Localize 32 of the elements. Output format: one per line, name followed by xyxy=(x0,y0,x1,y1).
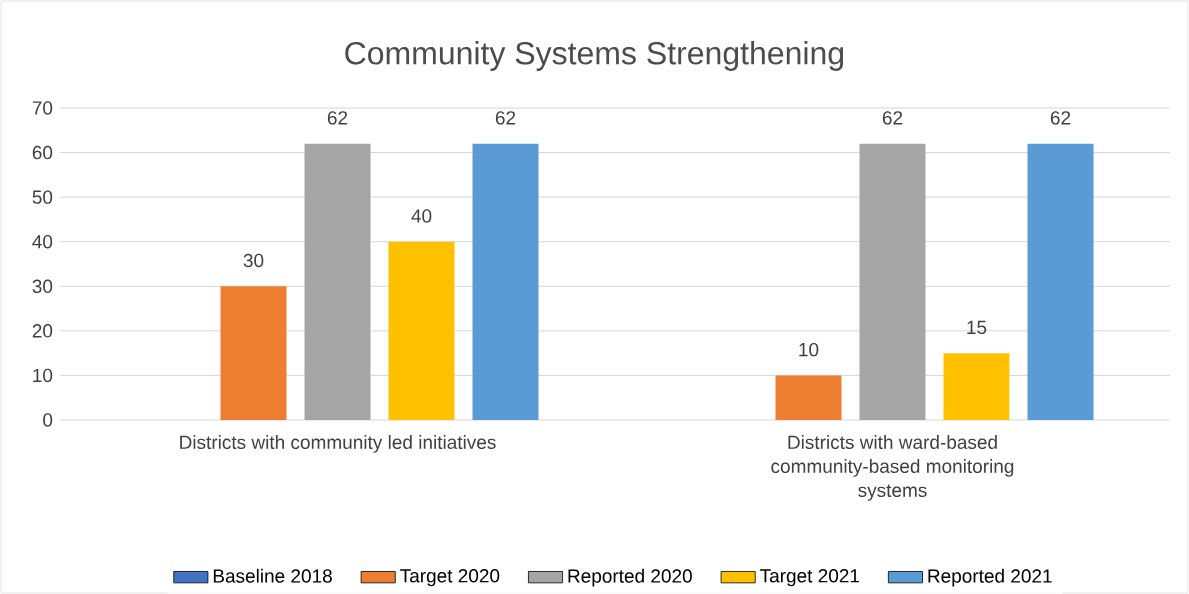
y-tick-label: 0 xyxy=(43,413,53,427)
bar xyxy=(220,286,287,420)
y-tick-label: 70 xyxy=(32,101,53,115)
legend-label: Reported 2020 xyxy=(568,568,692,587)
data-label: 62 xyxy=(495,111,516,125)
bar xyxy=(859,143,926,420)
legend-label: Reported 2021 xyxy=(928,568,1052,587)
bar xyxy=(1027,143,1094,420)
y-tick-label: 60 xyxy=(32,145,53,160)
data-label: 62 xyxy=(882,111,903,125)
y-tick-label: 40 xyxy=(32,234,53,249)
chart-title: Community Systems Strengthening xyxy=(345,41,844,71)
data-label: 15 xyxy=(967,320,987,335)
data-label: 10 xyxy=(799,342,819,357)
x-tick-label: Districts with community led initiatives xyxy=(180,435,496,453)
bar xyxy=(943,353,1010,420)
data-label: 62 xyxy=(1050,111,1071,125)
y-tick-label: 50 xyxy=(32,190,53,204)
data-label: 30 xyxy=(243,253,264,268)
legend-label: Target 2021 xyxy=(760,569,860,587)
bar xyxy=(775,375,842,420)
x-tick-label: Districts with ward-based community-based monitoring systems xyxy=(771,435,1014,501)
bar xyxy=(472,143,539,420)
y-tick-label: 30 xyxy=(32,279,53,294)
bar xyxy=(388,241,455,420)
legend-label: Baseline 2018 xyxy=(213,568,332,583)
data-label: 62 xyxy=(327,111,348,125)
y-tick-label: 20 xyxy=(32,324,53,338)
y-tick-label: 10 xyxy=(33,368,53,383)
data-label: 40 xyxy=(411,209,432,223)
bar xyxy=(304,143,371,420)
legend-label: Target 2020 xyxy=(400,569,500,587)
